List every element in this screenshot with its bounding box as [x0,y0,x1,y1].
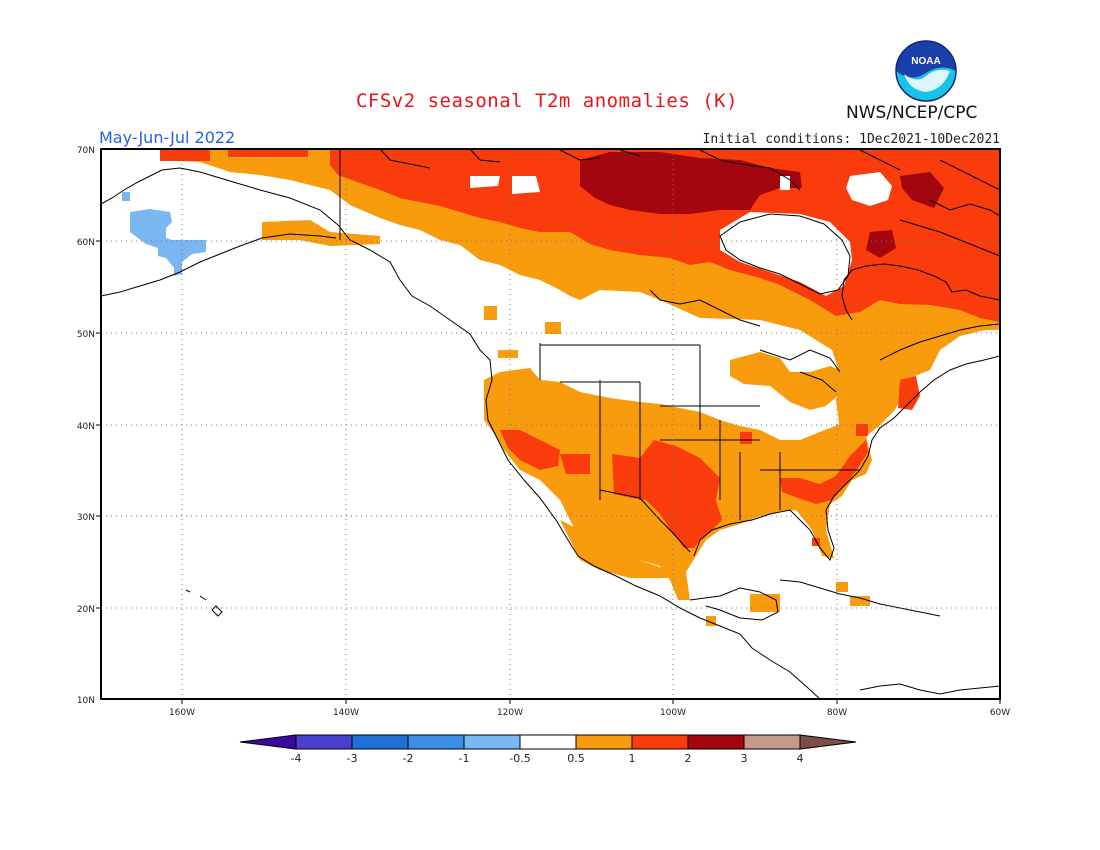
agency-label: NWS/NCEP/CPC [846,103,978,123]
lon-label: 60W [990,708,1010,718]
colorbar-label: -3 [347,752,358,765]
map-title: CFSv2 seasonal T2m anomalies (K) [355,90,739,112]
latitude-labels: 70N 60N 50N 40N 30N 20N 10N [77,146,95,706]
colorbar-label: 1 [629,752,636,765]
colorbar-label: -2 [403,752,414,765]
cool-anomaly-alaska [130,209,206,276]
colorbar-label: -1 [459,752,470,765]
noaa-logo-icon: NOAA [895,40,957,102]
noaa-logo-text: NOAA [911,56,940,67]
colorbar-box [351,734,409,750]
colorbar-label: 3 [741,752,748,765]
colorbar-box [743,734,801,750]
lat-label: 60N [77,238,95,248]
lon-label: 120W [497,708,523,718]
colorbar-box [407,734,465,750]
map-frame [100,148,1001,700]
colorbar-box [575,734,633,750]
lon-label: 80W [827,708,847,718]
colorbar-box [463,734,521,750]
colorbar-label: 0.5 [567,752,585,765]
lon-label: 160W [169,708,195,718]
colorbar-arrow-high [799,734,857,750]
graticule [101,149,1000,699]
lat-label: 70N [77,146,95,156]
lat-label: 40N [77,422,95,432]
colorbar-label: -4 [291,752,302,765]
lat-label: 50N [77,330,95,340]
lat-label: 10N [77,696,95,706]
coastlines [101,149,1000,699]
colorbar-box [631,734,689,750]
lon-label: 140W [333,708,359,718]
axis-ticks [96,240,1001,704]
longitude-labels: 160W 140W 120W 100W 80W 60W [169,708,1010,718]
initial-conditions: Initial conditions: 1Dec2021-10Dec2021 [702,132,1000,147]
colorbar-label: 4 [797,752,804,765]
lon-label: 100W [660,708,686,718]
cool-anomaly-alaska-dot [122,192,130,201]
colorbar-label: -0.5 [509,752,530,765]
colorbar-box [687,734,745,750]
anomaly-shading [122,149,1000,626]
forecast-period: May-Jun-Jul 2022 [99,128,236,147]
colorbar-box [519,734,577,750]
lat-label: 30N [77,513,95,523]
colorbar-label: 2 [685,752,692,765]
lat-label: 20N [77,605,95,615]
warm-anomaly-north-darkred [580,152,802,214]
colorbar-arrow-low [239,734,297,750]
colorbar: -4 -3 -2 -1 -0.5 0.5 1 2 3 4 [239,734,857,765]
warm-anomaly-alaska-coast [262,220,380,246]
hudson-bay-neutral [720,212,852,296]
colorbar-box [295,734,353,750]
